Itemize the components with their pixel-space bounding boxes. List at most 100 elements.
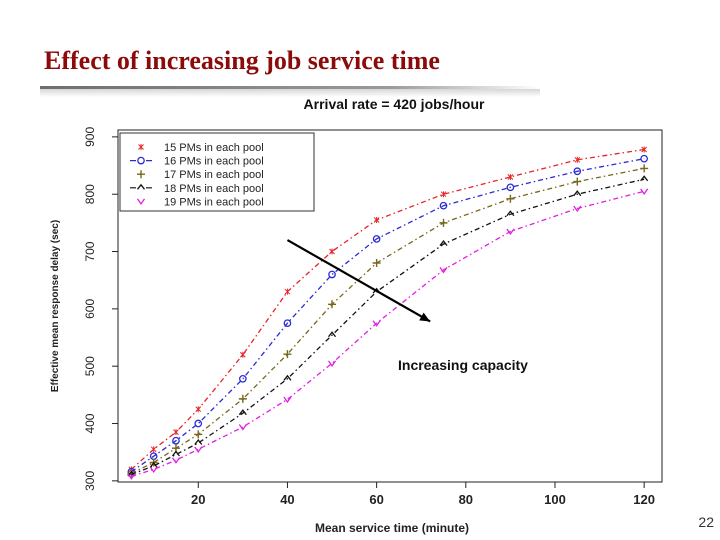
- data-point: [329, 248, 335, 255]
- legend-item: 19 PMs in each pool: [136, 196, 264, 208]
- x-tick-label: 80: [459, 492, 473, 507]
- y-tick-label: 800: [83, 184, 97, 204]
- data-point: [574, 156, 581, 163]
- legend-label: 18 PMs in each pool: [164, 183, 264, 195]
- page-number: 22: [698, 514, 714, 530]
- data-point: [239, 351, 246, 358]
- data-point: [283, 374, 292, 381]
- x-tick-label: 40: [280, 492, 294, 507]
- data-point: [173, 429, 179, 436]
- data-point: [328, 360, 337, 367]
- legend-item: 17 PMs in each pool: [137, 169, 264, 181]
- plot-frame: [117, 129, 663, 483]
- y-tick-label: 700: [83, 241, 97, 261]
- chart-title: Arrival rate = 420 jobs/hour: [304, 96, 485, 112]
- data-point: [194, 446, 203, 453]
- data-point: [641, 146, 648, 153]
- legend-label: 17 PMs in each pool: [164, 169, 264, 181]
- data-point: [573, 167, 582, 176]
- data-point: [283, 350, 292, 359]
- data-point: [507, 174, 514, 181]
- data-point: [328, 270, 336, 279]
- data-point: [640, 154, 649, 163]
- legend-item: 16 PMs in each pool: [130, 156, 264, 168]
- annotation-layer: Increasing capacity: [286, 239, 528, 373]
- y-tick-label: 400: [83, 413, 97, 433]
- y-tick-label: 900: [83, 127, 97, 147]
- data-point: [640, 188, 649, 195]
- capacity-arrow-shaft: [286, 239, 431, 323]
- data-point: [573, 177, 582, 186]
- data-point: [328, 300, 337, 309]
- series-line: [131, 167, 645, 474]
- title-underline-shadow: [40, 89, 540, 97]
- series-5: [127, 188, 649, 480]
- data-point: [440, 191, 447, 198]
- data-point: [506, 210, 515, 217]
- data-point: [127, 473, 136, 480]
- data-point: [372, 320, 381, 327]
- data-point: [150, 446, 157, 453]
- data-point: [239, 374, 247, 383]
- data-point: [171, 450, 180, 457]
- data-point: [172, 436, 180, 445]
- data-point: [149, 466, 158, 474]
- data-point: [238, 424, 247, 431]
- title-underline: [40, 86, 540, 89]
- legend-symbol: [137, 156, 145, 165]
- data-point: [573, 205, 582, 213]
- data-point: [439, 240, 448, 246]
- data-point: [238, 409, 247, 416]
- data-point: [194, 430, 203, 439]
- data-point: [573, 190, 582, 197]
- data-point: [506, 194, 515, 203]
- y-tick-label: 300: [83, 471, 97, 491]
- legend-label: 15 PMs in each pool: [164, 142, 264, 154]
- data-point: [149, 461, 158, 468]
- legend-symbol: [136, 183, 146, 190]
- data-point: [439, 267, 448, 274]
- data-point: [195, 406, 202, 413]
- series-2: [127, 154, 649, 476]
- data-point: [640, 175, 649, 182]
- series-4: [127, 175, 649, 477]
- legend-symbol: [138, 144, 144, 150]
- x-tick-label: 60: [369, 492, 383, 507]
- y-tick-label: 500: [83, 356, 97, 376]
- data-point: [439, 218, 448, 227]
- data-point: [506, 183, 515, 192]
- data-point: [284, 288, 291, 295]
- series-1: [128, 146, 648, 473]
- legend-symbol: [137, 170, 145, 179]
- capacity-arrow-head: [419, 312, 431, 322]
- legend-box: [119, 132, 315, 212]
- data-point: [640, 164, 649, 173]
- series-line: [130, 148, 645, 470]
- legend-symbol: [136, 198, 146, 206]
- data-point: [439, 201, 448, 210]
- data-point: [283, 396, 292, 404]
- y-axis-label: Effective mean response delay (sec): [50, 220, 61, 392]
- data-point: [372, 259, 381, 268]
- data-point: [372, 235, 381, 243]
- legend-label: 16 PMs in each pool: [164, 156, 264, 168]
- x-axis: 20 40 60 80 100 120: [191, 482, 655, 507]
- x-axis-label: Mean service time (minute): [315, 521, 469, 535]
- data-point: [171, 457, 180, 464]
- series-line: [131, 178, 645, 476]
- legend: 15 PMs in each pool 16 PMs in each pool17…: [119, 132, 315, 212]
- y-tick-label: 600: [83, 299, 97, 319]
- data-point: [506, 228, 515, 236]
- x-tick-label: 20: [191, 492, 205, 507]
- legend-item: 18 PMs in each pool: [130, 183, 264, 195]
- data-point: [283, 319, 292, 328]
- data-point: [194, 438, 203, 445]
- data-point: [373, 217, 380, 224]
- data-point: [238, 394, 247, 403]
- capacity-annotation: Increasing capacity: [398, 357, 528, 373]
- data-point: [328, 331, 337, 338]
- series-layer: [127, 146, 649, 480]
- legend-label: 19 PMs in each pool: [164, 196, 264, 208]
- legend-item: 15 PMs in each pool: [138, 142, 264, 154]
